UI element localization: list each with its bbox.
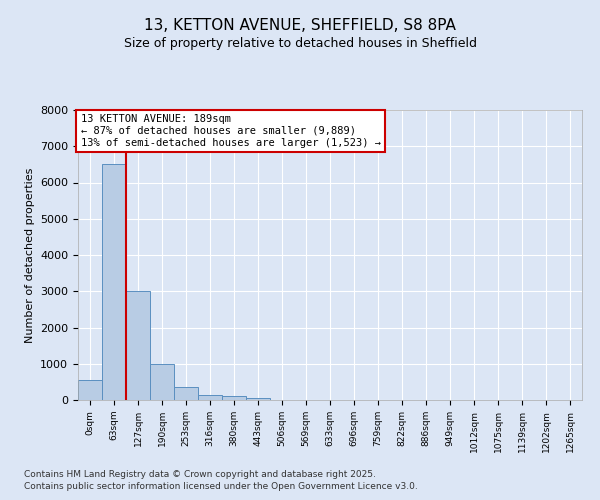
- Text: Size of property relative to detached houses in Sheffield: Size of property relative to detached ho…: [124, 38, 476, 51]
- Bar: [198, 394, 222, 400]
- Text: 13 KETTON AVENUE: 189sqm
← 87% of detached houses are smaller (9,889)
13% of sem: 13 KETTON AVENUE: 189sqm ← 87% of detach…: [80, 114, 380, 148]
- Bar: [102, 164, 126, 400]
- Bar: [222, 396, 246, 400]
- Bar: [126, 291, 150, 400]
- Text: Contains public sector information licensed under the Open Government Licence v3: Contains public sector information licen…: [24, 482, 418, 491]
- Text: 13, KETTON AVENUE, SHEFFIELD, S8 8PA: 13, KETTON AVENUE, SHEFFIELD, S8 8PA: [144, 18, 456, 32]
- Bar: [246, 398, 270, 400]
- Text: Contains HM Land Registry data © Crown copyright and database right 2025.: Contains HM Land Registry data © Crown c…: [24, 470, 376, 479]
- Bar: [150, 364, 174, 400]
- Y-axis label: Number of detached properties: Number of detached properties: [25, 168, 35, 342]
- Bar: [174, 388, 198, 400]
- Bar: [78, 380, 102, 400]
